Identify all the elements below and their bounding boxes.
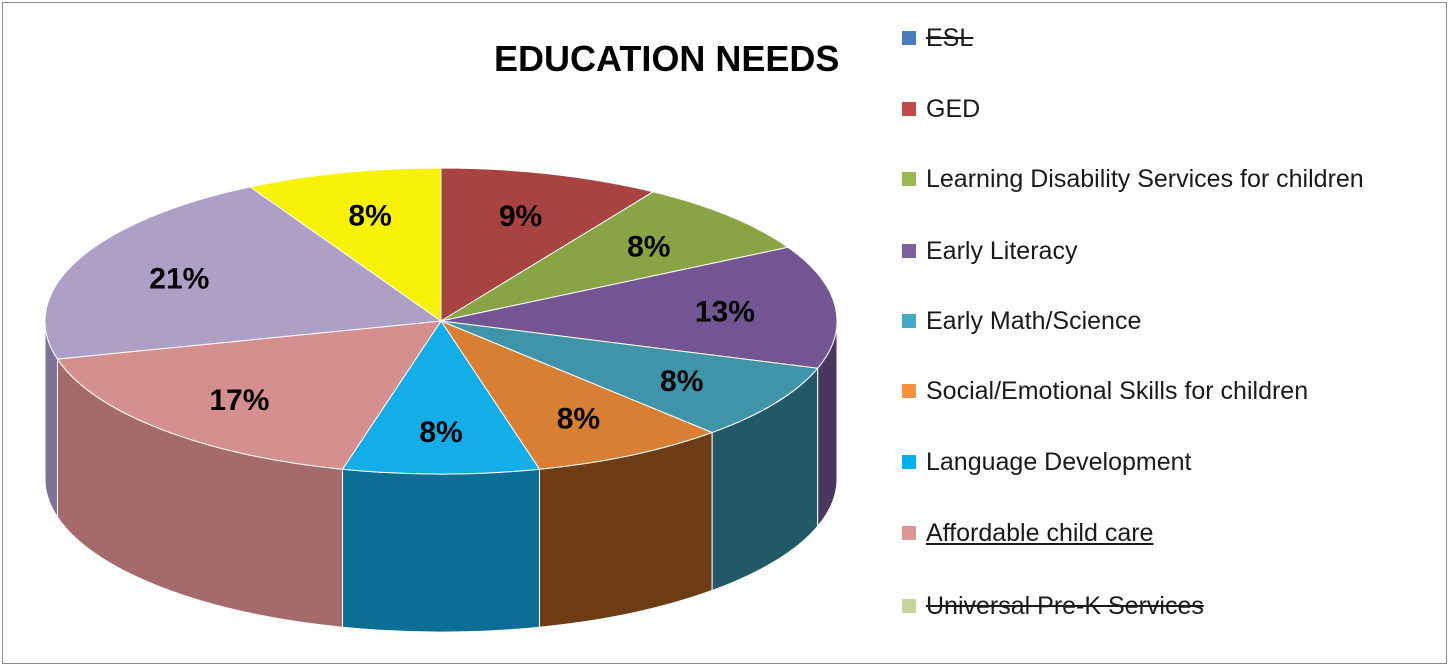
legend-swatch: [902, 172, 916, 186]
legend-label: Early Literacy: [926, 237, 1078, 265]
legend-swatch: [902, 314, 916, 328]
legend-label: GED: [926, 95, 981, 123]
legend: ESL GED Learning Disability Services for c…: [902, 0, 1442, 660]
data-label-3: 8%: [660, 365, 703, 398]
legend-swatch: [902, 244, 916, 258]
legend-label: Universal Pre-K Services: [926, 592, 1204, 620]
data-label-1: 8%: [627, 231, 670, 264]
pie-sides: [44, 320, 838, 633]
legend-swatch: [902, 384, 916, 398]
pie-data-labels: 9% 8% 13% 8% 8% 8% 17% 21% 8%: [149, 199, 755, 449]
legend-label: Social/Emotional Skills for children: [926, 377, 1309, 405]
legend-swatch: [902, 526, 916, 540]
slice-7: [44, 186, 443, 360]
legend-label: Affordable child care: [926, 519, 1154, 547]
data-label-8: 8%: [348, 199, 391, 232]
slice-4: [439, 319, 714, 470]
slice-side-5: [342, 468, 540, 633]
legend-label: ESL: [926, 24, 974, 52]
legend-swatch: [902, 31, 916, 45]
legend-swatch: [902, 455, 916, 469]
legend-label: Early Math/Science: [926, 307, 1142, 335]
slice-5: [341, 320, 541, 475]
data-label-5: 8%: [419, 416, 462, 449]
slice-1: [440, 191, 790, 322]
pie-slices: [44, 167, 838, 475]
slice-0: [440, 167, 655, 322]
legend-swatch: [902, 599, 916, 613]
slice-8: [248, 167, 442, 322]
slice-2: [440, 246, 838, 369]
slice-6: [56, 320, 443, 470]
data-label-7: 21%: [149, 262, 209, 295]
slice-3: [440, 320, 819, 434]
chart-title: EDUCATION NEEDS: [494, 38, 840, 79]
legend-label: Language Development: [926, 448, 1192, 476]
data-label-2: 13%: [695, 296, 755, 329]
legend-swatch: [902, 102, 916, 116]
data-label-0: 9%: [499, 200, 542, 233]
legend-label: Learning Disability Services for childre…: [926, 165, 1364, 193]
data-label-4: 8%: [557, 403, 600, 436]
data-label-6: 17%: [209, 384, 269, 417]
